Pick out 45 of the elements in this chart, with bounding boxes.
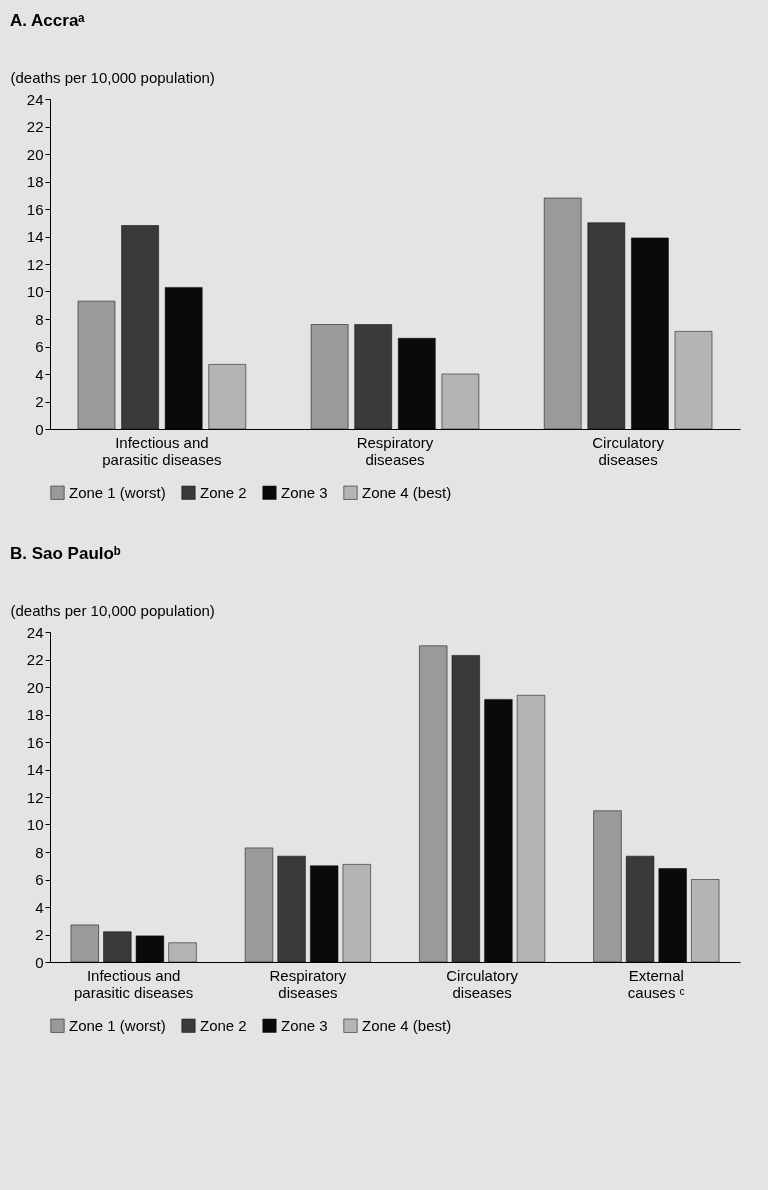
y-tick-label: 4 [35, 365, 44, 383]
y-tick-label: 22 [26, 651, 44, 668]
y-tick-label: 18 [26, 173, 44, 190]
y-tick-label: 24 [26, 623, 44, 641]
y-tick-label: 20 [26, 678, 44, 696]
y-tick-label: 6 [35, 871, 44, 888]
y-tick-label: 20 [26, 145, 44, 163]
legend-label: Zone 1 (worst) [69, 483, 166, 501]
legend-label: Zone 2 [200, 1016, 247, 1034]
x-tick-label: Infectious and parasitic diseases [102, 433, 222, 468]
y-tick-label: 2 [35, 926, 44, 943]
y-tick-label: 8 [35, 843, 44, 861]
legend-label: Zone 4 (best) [362, 1016, 452, 1034]
y-tick-label: 14 [26, 228, 44, 245]
y-tick-label: 12 [26, 788, 44, 806]
y-tick-label: 4 [35, 898, 44, 916]
y-tick-label: 2 [35, 393, 44, 410]
y-tick-label: 12 [26, 255, 44, 273]
y-tick-label: 0 [35, 953, 44, 971]
y-axis-title: (deaths per 10,000 population) [10, 68, 215, 86]
y-tick-label: 16 [26, 733, 44, 751]
y-tick-label: 18 [26, 706, 44, 723]
y-tick-label: 10 [26, 816, 44, 833]
legend-label: Zone 3 [281, 1016, 328, 1034]
legend-label: Zone 4 (best) [362, 483, 452, 501]
y-tick-label: 8 [35, 310, 44, 328]
x-tick-label: Infectious and parasitic diseases [74, 966, 194, 1001]
legend-label: Zone 3 [281, 483, 328, 501]
y-tick-label: 10 [26, 283, 44, 300]
x-tick-label: Respiratory diseases [269, 966, 347, 1001]
y-axis-title: (deaths per 10,000 population) [10, 601, 215, 619]
y-tick-label: 6 [35, 338, 44, 355]
legend-label: Zone 2 [200, 483, 247, 501]
x-tick-label: Circulatory diseases [592, 433, 665, 468]
legend-label: Zone 1 (worst) [69, 1016, 166, 1034]
chart-title: B. Sao Pauloᵇ [10, 544, 121, 563]
y-tick-label: 22 [26, 118, 44, 135]
x-tick-label: Respiratory diseases [356, 433, 434, 468]
x-tick-label: External causes ᶜ [627, 966, 685, 1001]
y-tick-label: 24 [26, 90, 44, 108]
y-tick-label: 0 [35, 420, 44, 438]
y-tick-label: 16 [26, 200, 44, 218]
chart-title: A. Accraᵃ [10, 11, 86, 30]
x-tick-label: Circulatory diseases [446, 966, 519, 1001]
y-tick-label: 14 [26, 761, 44, 778]
